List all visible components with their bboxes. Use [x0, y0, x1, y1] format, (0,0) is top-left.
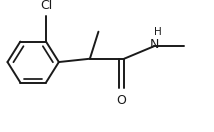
Text: O: O: [117, 94, 126, 107]
Text: N: N: [149, 38, 159, 51]
Text: Cl: Cl: [40, 0, 52, 12]
Text: H: H: [155, 27, 162, 37]
